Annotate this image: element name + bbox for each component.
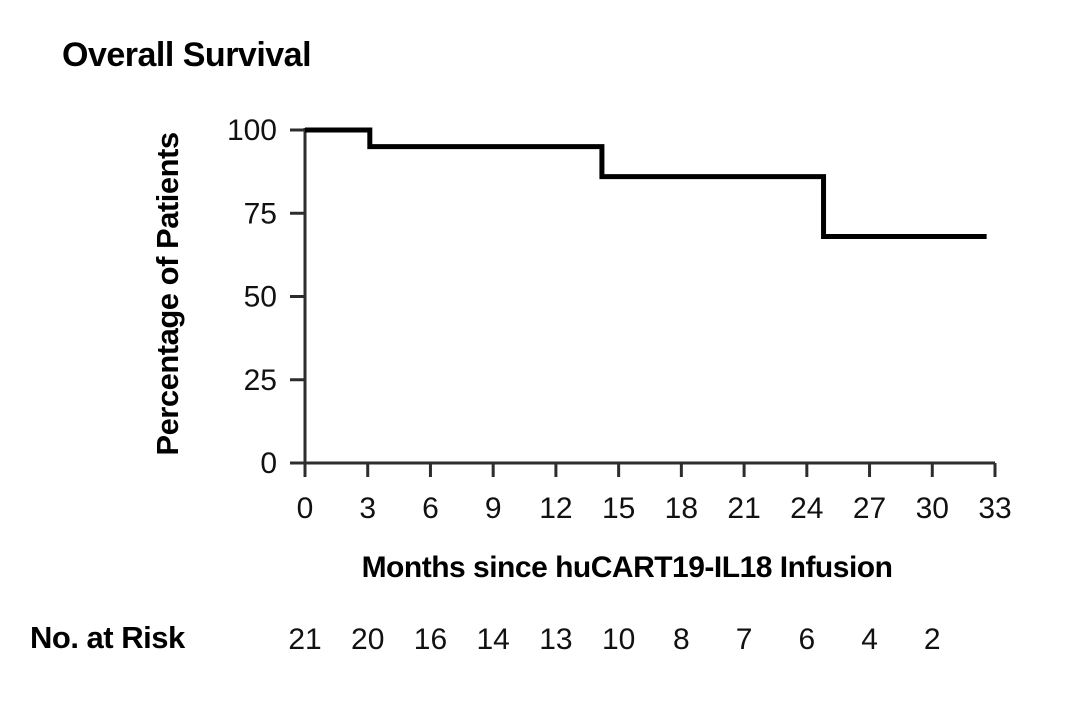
risk-count: 4 xyxy=(861,623,878,656)
no-at-risk-label: No. at Risk xyxy=(30,620,185,655)
x-tick-label: 21 xyxy=(727,492,760,525)
x-tick-label: 18 xyxy=(665,492,698,525)
y-tick-label: 75 xyxy=(244,197,277,230)
risk-count: 16 xyxy=(414,623,447,656)
x-tick-label: 33 xyxy=(978,492,1011,525)
y-tick-label: 0 xyxy=(260,447,277,480)
x-axis-title: Months since huCART19-IL18 Infusion xyxy=(361,551,893,584)
y-tick-label: 100 xyxy=(227,114,277,147)
x-tick-label: 3 xyxy=(359,492,376,525)
risk-count: 8 xyxy=(673,623,690,656)
x-tick-label: 27 xyxy=(853,492,886,525)
x-tick-label: 12 xyxy=(539,492,572,525)
x-tick-label: 24 xyxy=(790,492,823,525)
risk-count: 14 xyxy=(476,623,509,656)
chart-title: Overall Survival xyxy=(62,36,312,74)
risk-count: 7 xyxy=(736,623,753,656)
x-tick-label: 9 xyxy=(485,492,502,525)
x-tick-label: 30 xyxy=(916,492,949,525)
x-tick-label: 0 xyxy=(297,492,314,525)
y-tick-label: 50 xyxy=(244,281,277,314)
risk-count: 21 xyxy=(288,623,321,656)
risk-count: 13 xyxy=(539,623,572,656)
risk-count: 6 xyxy=(798,623,815,656)
risk-count: 10 xyxy=(602,623,635,656)
x-tick-label: 6 xyxy=(422,492,439,525)
risk-count: 2 xyxy=(924,623,941,656)
survival-step-curve xyxy=(305,127,987,240)
x-tick-label: 15 xyxy=(602,492,635,525)
y-tick-label: 25 xyxy=(244,364,277,397)
risk-count: 20 xyxy=(351,623,384,656)
